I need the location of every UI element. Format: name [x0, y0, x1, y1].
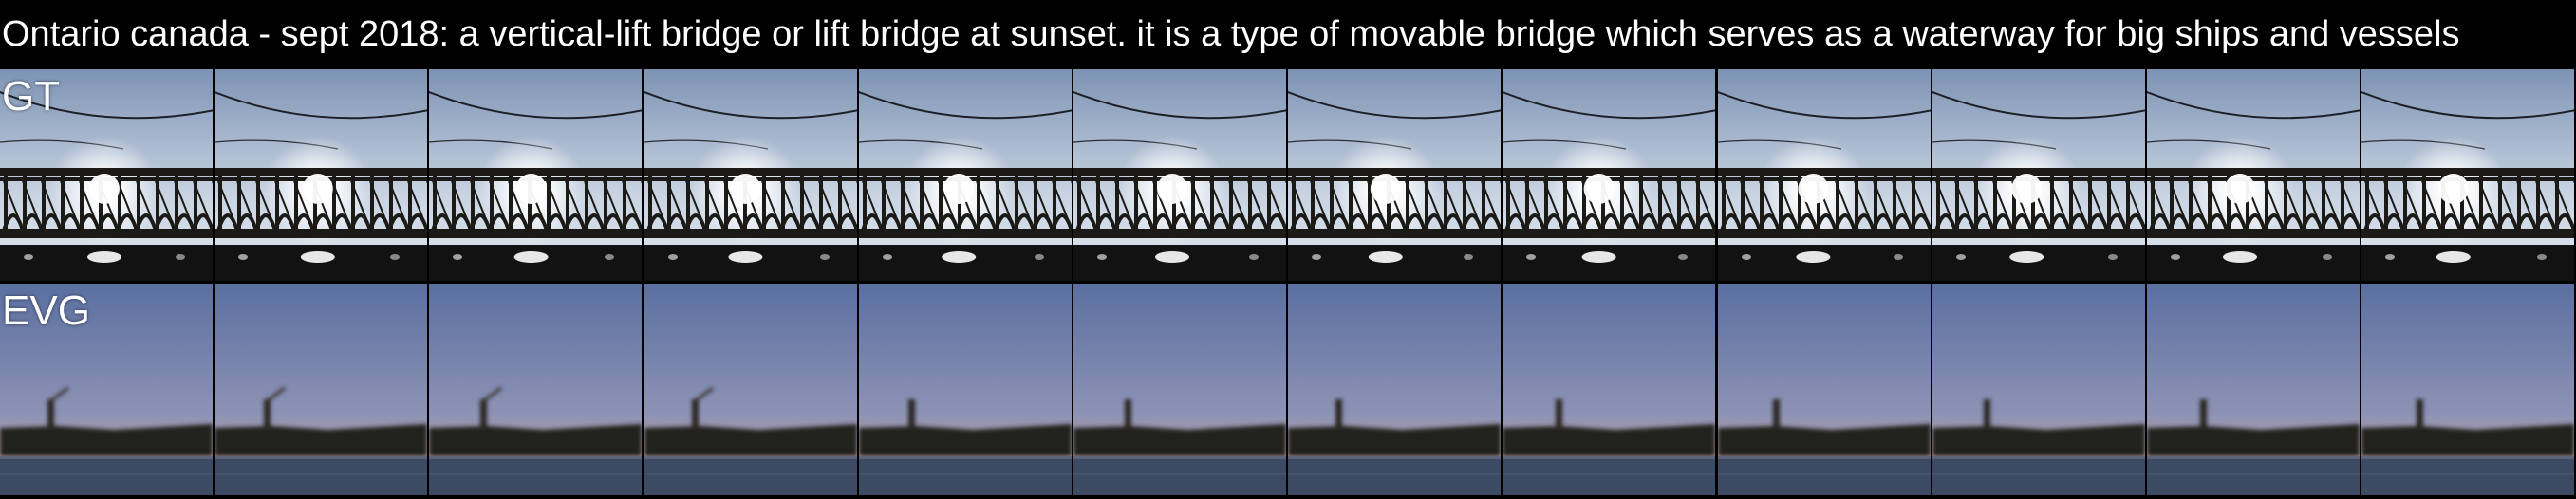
- gt-frame-10: [1932, 69, 2145, 281]
- evg-frame-image: [0, 284, 213, 495]
- evg-frame-7: [1288, 284, 1501, 495]
- gt-frame-5: [859, 69, 1072, 281]
- evg-frame-image: [1503, 284, 1715, 495]
- evg-frame-image: [1073, 284, 1286, 495]
- evg-frame-3: [429, 284, 642, 495]
- gt-frame-4: [644, 69, 857, 281]
- evg-frame-image: [859, 284, 1072, 495]
- gt-frame-image: [1288, 69, 1501, 281]
- evg-frame-9: [1718, 284, 1931, 495]
- gt-frame-9: [1718, 69, 1931, 281]
- gt-frame-image: [1718, 69, 1931, 281]
- gt-frame-2: [215, 69, 427, 281]
- gt-frame-image: [1932, 69, 2145, 281]
- evg-frame-12: [2361, 284, 2574, 495]
- gt-frame-7: [1288, 69, 1501, 281]
- evg-frame-image: [1718, 284, 1931, 495]
- evg-frame-image: [644, 284, 857, 495]
- gt-frame-image: [1073, 69, 1286, 281]
- gt-frame-row: GT: [0, 69, 2576, 281]
- evg-frame-image: [1932, 284, 2145, 495]
- video-caption: Ontario canada - sept 2018: a vertical-l…: [2, 14, 2460, 54]
- evg-frame-8: [1503, 284, 1715, 495]
- evg-frame-2: [215, 284, 427, 495]
- gt-frame-image: [2147, 69, 2360, 281]
- gt-frame-12: [2361, 69, 2574, 281]
- evg-frame-image: [429, 284, 642, 495]
- gt-frame-3: [429, 69, 642, 281]
- gt-frame-image: [1503, 69, 1715, 281]
- evg-frame-4: [644, 284, 857, 495]
- evg-frame-image: [215, 284, 427, 495]
- gt-frame-image: [2361, 69, 2574, 281]
- evg-row-label: EVG: [2, 287, 90, 334]
- gt-frame-image: [429, 69, 642, 281]
- evg-frame-11: [2147, 284, 2360, 495]
- evg-frame-image: [2147, 284, 2360, 495]
- evg-frame-10: [1932, 284, 2145, 495]
- evg-frame-image: [2361, 284, 2574, 495]
- evg-frame-1: [0, 284, 213, 495]
- gt-frame-image: [215, 69, 427, 281]
- gt-frame-8: [1503, 69, 1715, 281]
- gt-frame-6: [1073, 69, 1286, 281]
- gt-frame-1: [0, 69, 213, 281]
- gt-row-label: GT: [2, 73, 61, 120]
- gt-frame-image: [859, 69, 1072, 281]
- evg-frame-5: [859, 284, 1072, 495]
- evg-frame-row: EVG: [0, 284, 2576, 495]
- gt-frame-image: [0, 69, 213, 281]
- gt-frame-11: [2147, 69, 2360, 281]
- evg-frame-6: [1073, 284, 1286, 495]
- evg-frame-image: [1288, 284, 1501, 495]
- gt-frame-image: [644, 69, 857, 281]
